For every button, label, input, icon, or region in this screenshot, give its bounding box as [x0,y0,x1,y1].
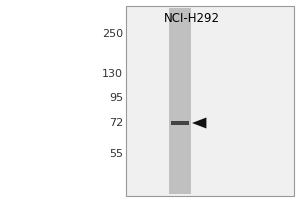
Polygon shape [192,117,206,129]
Bar [126,6,294,196]
Text: NCI-H292: NCI-H292 [164,12,219,25]
Bar [0,0,126,200]
Text: 72: 72 [109,118,123,128]
Text: 55: 55 [109,149,123,159]
Bar [171,121,190,125]
Text: 130: 130 [102,69,123,79]
Bar [169,8,190,194]
Text: 250: 250 [102,29,123,39]
Text: 95: 95 [109,93,123,103]
